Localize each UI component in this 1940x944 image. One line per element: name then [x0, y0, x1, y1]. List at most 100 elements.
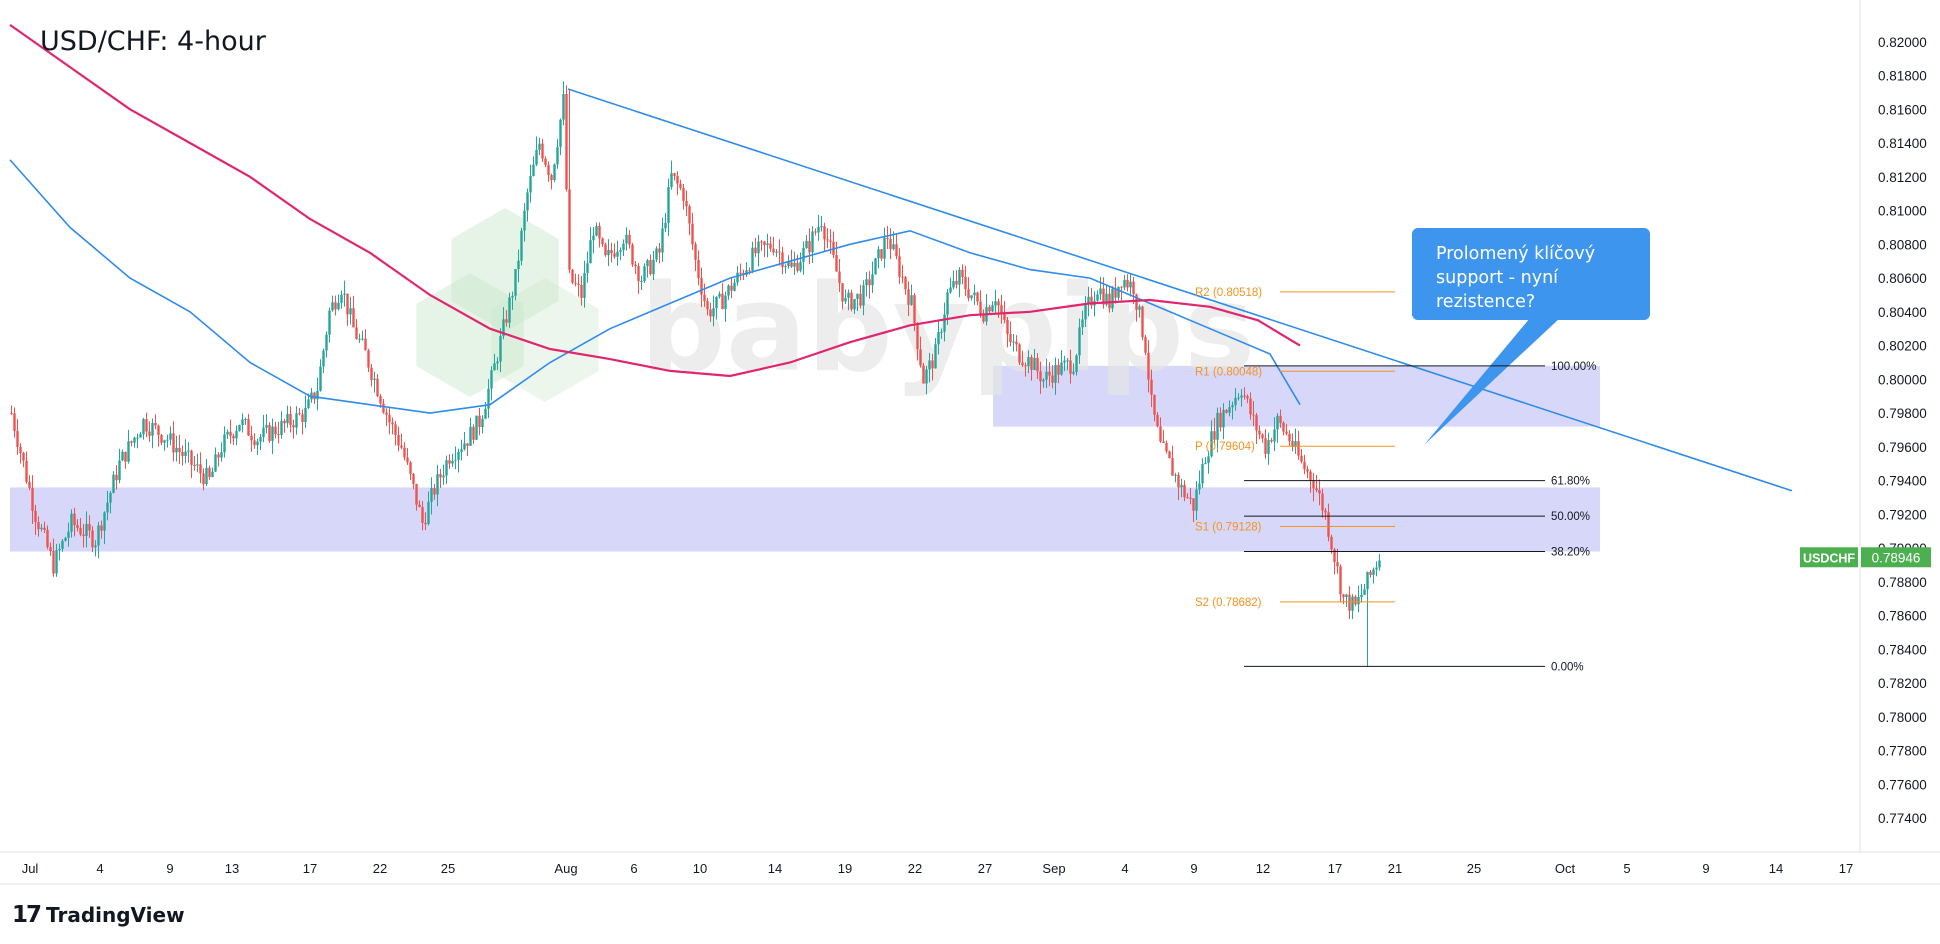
candle-body	[550, 175, 553, 181]
candle-body	[802, 247, 805, 262]
candle-body	[934, 344, 937, 369]
candle-body	[565, 93, 568, 190]
price-tick-label: 0.81000	[1878, 204, 1927, 219]
candle-body	[430, 488, 433, 502]
candle-body	[388, 414, 391, 423]
candle-body	[307, 399, 310, 408]
candle-body	[1342, 594, 1345, 598]
candle-body	[148, 431, 151, 436]
candle-body	[166, 439, 169, 441]
ma-slow-line	[9, 24, 1301, 378]
tradingview-logo[interactable]: 17 TradingView	[12, 902, 185, 928]
candle-body	[574, 282, 577, 284]
candle-body	[415, 483, 418, 505]
candle-body	[1216, 412, 1219, 440]
candle-body	[1105, 293, 1108, 305]
candle-body	[1069, 360, 1072, 374]
candle-body	[1222, 409, 1225, 428]
candle-body	[577, 283, 580, 285]
candle-body	[814, 231, 817, 233]
time-tick-label: 27	[978, 861, 992, 876]
candle-body	[943, 314, 946, 332]
tradingview-logo-icon: 17	[12, 902, 42, 928]
candle-body	[499, 336, 502, 362]
candle-body	[43, 527, 46, 530]
candle-body	[130, 441, 133, 443]
candle-body	[1351, 596, 1354, 611]
candle-body	[1177, 474, 1180, 488]
candle-body	[919, 349, 922, 366]
candle-body	[229, 431, 232, 436]
candle-body	[1300, 455, 1303, 462]
fib-label: 61.80%	[1551, 476, 1590, 488]
candle-body	[547, 165, 550, 176]
price-tick-label: 0.81600	[1878, 102, 1927, 117]
candle-body	[1372, 569, 1375, 575]
candle-body	[178, 447, 181, 452]
candle-body	[316, 390, 319, 400]
candle-body	[1246, 396, 1249, 399]
candle-body	[280, 420, 283, 436]
candle-body	[163, 440, 166, 443]
candle-body	[1309, 471, 1312, 481]
time-tick-label: 22	[373, 861, 387, 876]
candle-body	[1066, 360, 1069, 362]
candle-body	[670, 173, 673, 188]
candle-body	[916, 323, 919, 350]
candle-body	[172, 433, 175, 453]
candle-body	[922, 365, 925, 384]
candle-body	[88, 523, 91, 531]
candle-body	[409, 462, 412, 474]
candle-body	[796, 262, 799, 271]
candle-body	[1201, 464, 1204, 484]
candle-body	[1324, 510, 1327, 513]
candle-body	[634, 264, 637, 267]
time-tick-label: 6	[630, 861, 637, 876]
candle-body	[949, 287, 952, 293]
candle-body	[682, 188, 685, 201]
candle-body	[379, 396, 382, 404]
candle-body	[562, 93, 565, 120]
candle-body	[925, 369, 928, 384]
time-tick-label: 14	[1769, 861, 1783, 876]
candle-body	[844, 297, 847, 302]
fib-label: 0.00%	[1551, 661, 1584, 673]
candle-body	[55, 550, 58, 574]
candle-body	[928, 360, 931, 370]
candle-body	[343, 293, 346, 295]
candle-body	[91, 530, 94, 548]
candle-body	[523, 210, 526, 231]
candle-body	[517, 260, 520, 269]
time-tick-label: 9	[1702, 861, 1709, 876]
candle-body	[859, 293, 862, 306]
time-axis[interactable]: Jul 4 9 13 17 22 25 Aug 6 10 14 19 22 27 Sep 4 9 12 17 21 25…	[22, 861, 1854, 876]
candle-body	[901, 276, 904, 278]
candle-body	[970, 295, 973, 299]
price-tick-label: 0.77600	[1878, 777, 1927, 792]
chart-title: USD/CHF: 4-hour	[40, 26, 266, 57]
candle-body	[649, 260, 652, 275]
watermark-text: babypips	[640, 260, 1255, 399]
candle-body	[289, 413, 292, 425]
candle-body	[613, 253, 616, 257]
candle-body	[721, 293, 724, 309]
time-tick-label: 10	[693, 861, 707, 876]
candle-body	[160, 434, 163, 443]
candle-body	[436, 474, 439, 495]
price-axis[interactable]: 0.82000 0.81800 0.81600 0.81400 0.81200 0.810…	[1878, 35, 1927, 826]
fib-label: 50.00%	[1551, 511, 1590, 523]
annotation-callout: Prolomený klíčový support - nyní reziste…	[1412, 228, 1650, 320]
candle-body	[877, 249, 880, 259]
candle-body	[628, 234, 631, 245]
descending-trendline	[567, 88, 1793, 492]
zones	[10, 365, 1600, 552]
candle-body	[139, 434, 142, 438]
time-tick-label: 21	[1388, 861, 1402, 876]
candle-body	[103, 512, 106, 531]
candle-body	[697, 259, 700, 279]
candle-body	[715, 296, 718, 309]
last-price-badge: USDCHF 0.78946	[1800, 547, 1931, 568]
candle-body	[133, 437, 136, 443]
price-badge	[1861, 547, 1931, 568]
